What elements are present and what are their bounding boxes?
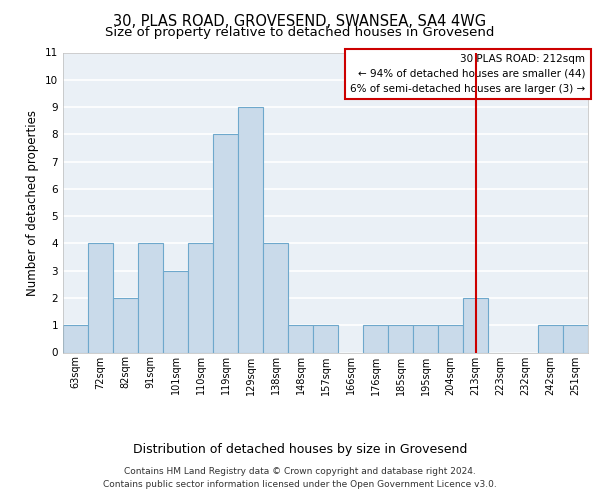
Bar bbox=[213, 134, 238, 352]
Bar bbox=[88, 244, 113, 352]
Text: Distribution of detached houses by size in Grovesend: Distribution of detached houses by size … bbox=[133, 442, 467, 456]
Text: Contains HM Land Registry data © Crown copyright and database right 2024.
Contai: Contains HM Land Registry data © Crown c… bbox=[103, 468, 497, 489]
Bar bbox=[113, 298, 138, 352]
Bar bbox=[463, 298, 488, 352]
Bar bbox=[188, 244, 213, 352]
Text: 30, PLAS ROAD, GROVESEND, SWANSEA, SA4 4WG: 30, PLAS ROAD, GROVESEND, SWANSEA, SA4 4… bbox=[113, 14, 487, 29]
Text: Size of property relative to detached houses in Grovesend: Size of property relative to detached ho… bbox=[106, 26, 494, 39]
Bar bbox=[138, 244, 163, 352]
Bar bbox=[263, 244, 288, 352]
Bar bbox=[413, 325, 438, 352]
Bar bbox=[313, 325, 338, 352]
Bar bbox=[63, 325, 88, 352]
Bar bbox=[563, 325, 588, 352]
Bar bbox=[163, 270, 188, 352]
Bar bbox=[363, 325, 388, 352]
Bar bbox=[238, 107, 263, 352]
Text: 30 PLAS ROAD: 212sqm
← 94% of detached houses are smaller (44)
6% of semi-detach: 30 PLAS ROAD: 212sqm ← 94% of detached h… bbox=[350, 54, 586, 94]
Y-axis label: Number of detached properties: Number of detached properties bbox=[26, 110, 40, 296]
Bar bbox=[388, 325, 413, 352]
Bar bbox=[538, 325, 563, 352]
Bar bbox=[438, 325, 463, 352]
Bar bbox=[288, 325, 313, 352]
